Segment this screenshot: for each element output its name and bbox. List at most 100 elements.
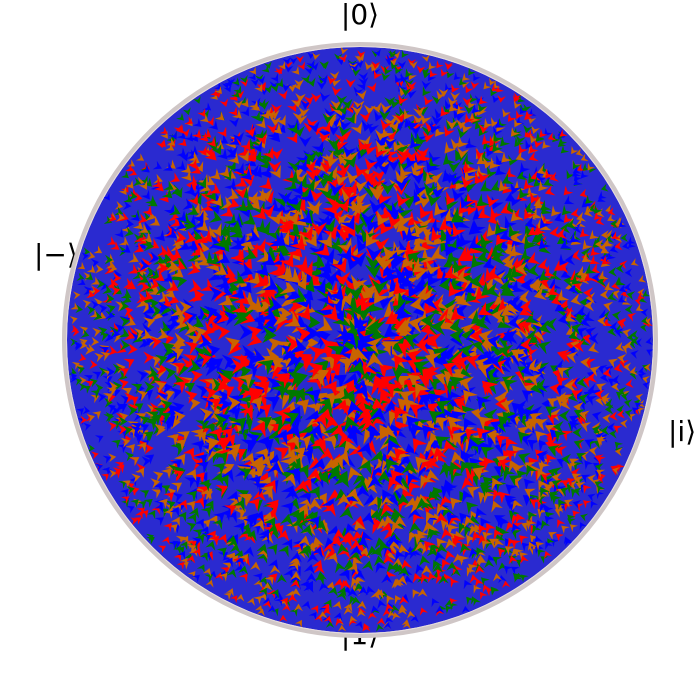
label-top: |0⟩ <box>341 0 379 31</box>
arrow-head <box>424 450 439 466</box>
arrow-head <box>545 317 557 332</box>
arrow-head <box>217 223 231 237</box>
arrow-head <box>281 472 296 488</box>
arrow-head <box>512 445 525 459</box>
arrow-head <box>387 472 404 487</box>
arrow-head <box>226 491 239 504</box>
arrow-head <box>638 274 647 283</box>
arrow-head <box>421 80 432 90</box>
arrow-head <box>374 272 392 288</box>
arrow-head <box>337 236 352 253</box>
arrow-head <box>380 218 395 235</box>
arrow-head <box>204 148 216 160</box>
arrow-head <box>422 521 436 534</box>
arrow-head <box>430 440 445 457</box>
arrow-head <box>275 406 291 423</box>
arrow-head <box>444 125 455 137</box>
arrow-head <box>243 352 260 369</box>
arrow-head <box>462 490 475 504</box>
arrow-head <box>284 434 300 451</box>
arrow-head <box>396 158 411 172</box>
arrow-head <box>530 191 541 204</box>
arrow-head <box>104 264 114 275</box>
arrow-head <box>456 371 472 387</box>
arrow-head <box>587 383 598 395</box>
arrow-head <box>219 509 231 522</box>
arrow-head <box>238 554 249 565</box>
arrow-head <box>339 119 352 131</box>
arrow-head <box>357 586 369 596</box>
arrow-head <box>444 240 459 257</box>
arrow-head <box>412 114 425 125</box>
arrow-head <box>414 118 425 131</box>
arrow-head <box>154 517 164 526</box>
arrow-head <box>410 171 425 185</box>
arrow-head <box>592 411 602 422</box>
arrow-head <box>374 375 390 393</box>
arrow-head <box>216 148 228 160</box>
arrow-head <box>397 544 410 556</box>
arrow-head <box>579 522 587 530</box>
arrow-head <box>644 317 652 326</box>
arrow-head <box>240 459 254 474</box>
arrow-head <box>460 460 474 476</box>
arrow-head <box>645 337 653 345</box>
arrow-head <box>407 472 421 487</box>
arrow-head <box>155 257 167 270</box>
arrow-head <box>524 235 537 249</box>
arrow-head <box>250 78 260 86</box>
arrow-head <box>325 620 335 628</box>
arrow-head <box>415 564 426 576</box>
arrow-head <box>368 476 382 492</box>
arrow-head <box>473 584 482 594</box>
arrow-head <box>180 557 188 567</box>
arrow-head <box>257 552 268 564</box>
arrow-head <box>210 377 225 393</box>
arrow-head <box>377 496 391 512</box>
arrow-head <box>256 472 270 487</box>
arrow-head <box>70 324 79 333</box>
arrow-head <box>471 463 486 478</box>
arrow-head <box>203 500 214 513</box>
arrow-head <box>171 401 185 415</box>
arrow-head <box>447 397 464 413</box>
arrow-head <box>455 176 468 191</box>
arrow-head <box>607 378 618 388</box>
arrow-head <box>186 249 201 262</box>
arrow-head <box>453 405 468 422</box>
arrow-head <box>106 236 116 245</box>
arrow-head <box>396 376 414 391</box>
arrow-head <box>474 357 490 373</box>
arrow-head <box>192 118 202 127</box>
arrow-head <box>594 235 605 245</box>
arrow-head <box>573 409 586 420</box>
arrow-head <box>478 524 490 536</box>
arrow-head <box>351 67 361 77</box>
arrow-head <box>300 524 313 538</box>
arrow-head <box>450 578 460 588</box>
arrow-head <box>474 171 487 185</box>
arrow-head <box>86 414 95 423</box>
arrow-head <box>187 256 201 270</box>
arrow-head <box>86 413 94 422</box>
arrow-head <box>623 362 632 372</box>
arrow-head <box>326 235 342 252</box>
arrow-head <box>523 201 536 214</box>
arrow-head <box>469 574 480 584</box>
arrow-head <box>637 291 646 299</box>
arrow-head <box>189 223 202 236</box>
arrow-head <box>384 96 396 107</box>
arrow-head <box>493 529 504 540</box>
arrow-head <box>275 230 289 246</box>
arrow-head <box>478 125 489 137</box>
arrow-head <box>419 607 429 616</box>
arrow-head <box>497 314 513 328</box>
arrow-head <box>510 193 523 207</box>
arrow-head <box>421 573 431 584</box>
arrow-head <box>227 152 239 164</box>
arrow-head <box>382 126 394 139</box>
arrow-head <box>229 270 246 284</box>
arrow-head <box>138 336 150 349</box>
arrow-head <box>491 500 503 513</box>
arrow-head <box>324 107 336 119</box>
